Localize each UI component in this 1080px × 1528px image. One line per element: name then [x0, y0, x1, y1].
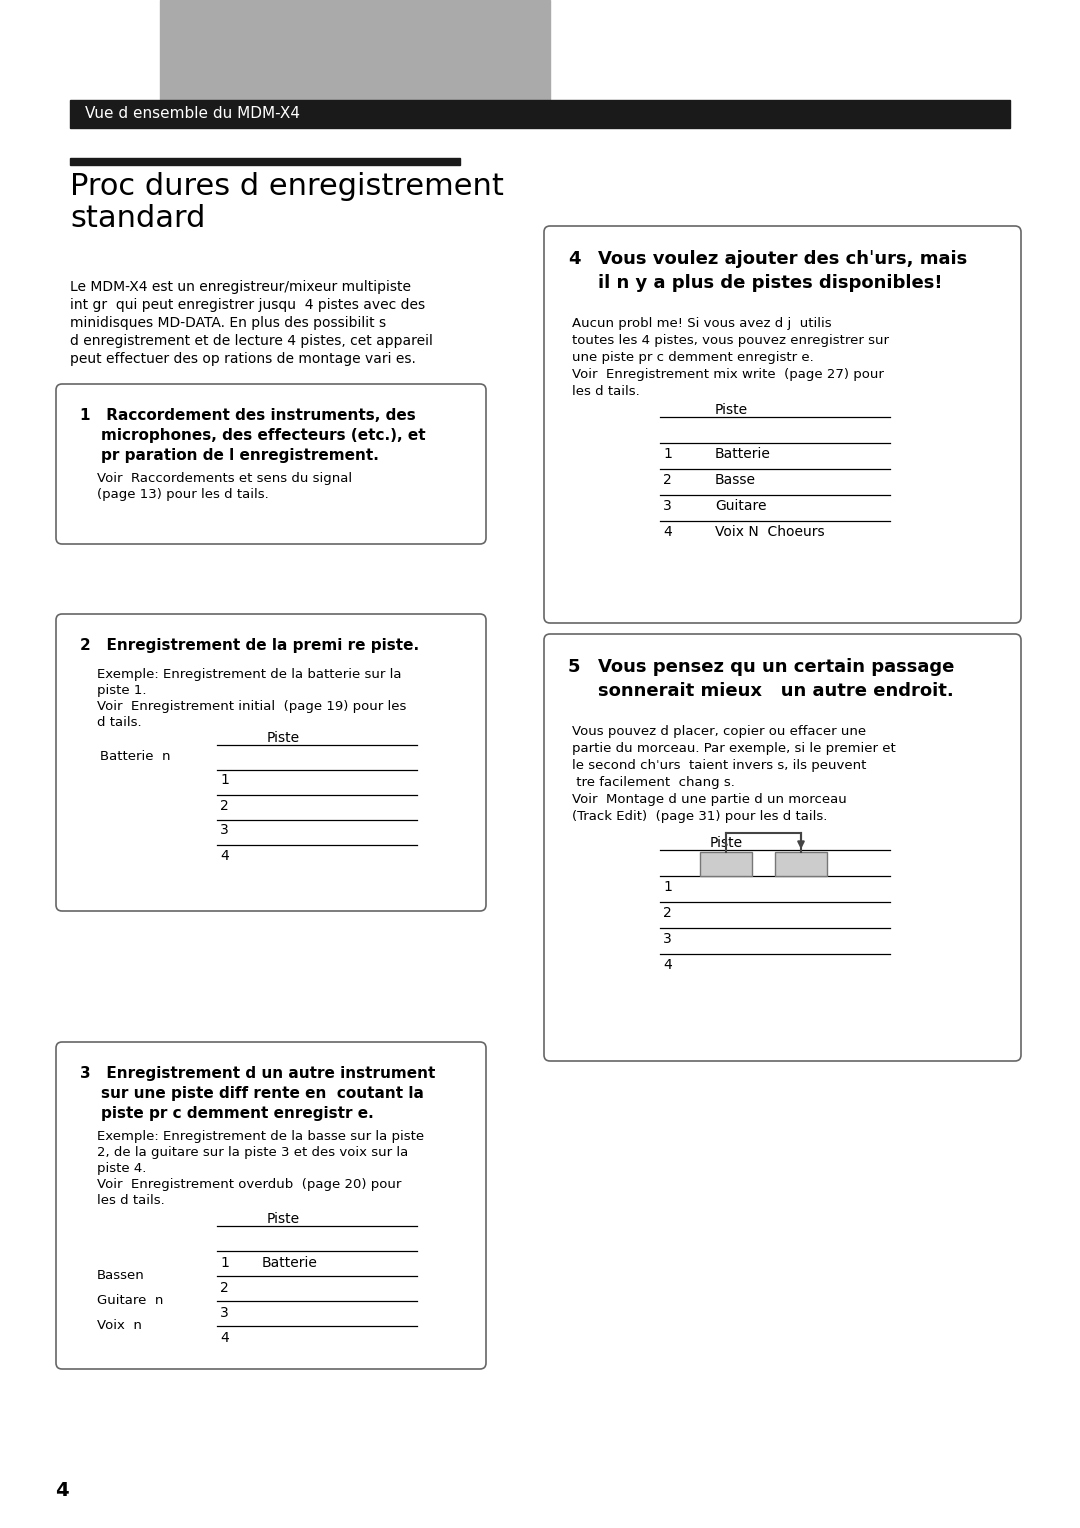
Text: les d tails.: les d tails. [97, 1193, 165, 1207]
Text: Guitare: Guitare [715, 500, 767, 513]
Text: Piste: Piste [267, 1212, 300, 1225]
Bar [775, 853, 827, 876]
Text: peut effectuer des op rations de montage vari es.: peut effectuer des op rations de montage… [70, 351, 416, 367]
Text: 1   Raccordement des instruments, des: 1 Raccordement des instruments, des [80, 408, 416, 423]
Text: tre facilement  chang s.: tre facilement chang s. [572, 776, 734, 788]
Text: 2: 2 [220, 1280, 229, 1296]
Text: 2   Enregistrement de la premi re piste.: 2 Enregistrement de la premi re piste. [80, 639, 419, 652]
Text: 3: 3 [663, 500, 672, 513]
Text: Voir  Enregistrement mix write  (page 27) pour: Voir Enregistrement mix write (page 27) … [572, 368, 883, 380]
Text: Batterie: Batterie [262, 1256, 318, 1270]
Bar [700, 853, 752, 876]
Text: le second chˈurs  taient invers s, ils peuvent: le second chˈurs taient invers s, ils pe… [572, 759, 866, 772]
Bar [70, 99, 1010, 128]
Text: Batterie  n: Batterie n [100, 750, 171, 764]
Text: piste pr c demment enregistr e.: piste pr c demment enregistr e. [80, 1106, 374, 1122]
Text: minidisques MD-DATA. En plus des possibilit s: minidisques MD-DATA. En plus des possibi… [70, 316, 387, 330]
Text: 2: 2 [663, 906, 672, 920]
Text: Voix  n: Voix n [97, 1319, 141, 1332]
Text: 2: 2 [220, 799, 229, 813]
FancyBboxPatch shape [544, 634, 1021, 1060]
Text: Basse: Basse [715, 474, 756, 487]
Text: 1: 1 [220, 773, 229, 787]
Text: Voix N  Choeurs: Voix N Choeurs [715, 526, 825, 539]
Text: 1: 1 [663, 880, 672, 894]
Text: (Track Edit)  (page 31) pour les d tails.: (Track Edit) (page 31) pour les d tails. [572, 810, 827, 824]
Text: 2, de la guitare sur la piste 3 et des voix sur la: 2, de la guitare sur la piste 3 et des v… [97, 1146, 408, 1160]
Text: Voir  Raccordements et sens du signal: Voir Raccordements et sens du signal [97, 472, 352, 484]
Bar [160, 0, 550, 99]
Text: Vous pensez qu un certain passage: Vous pensez qu un certain passage [598, 659, 955, 675]
Text: Voir  Enregistrement initial  (page 19) pour les: Voir Enregistrement initial (page 19) po… [97, 700, 406, 714]
Text: sonnerait mieux   un autre endroit.: sonnerait mieux un autre endroit. [598, 681, 954, 700]
Text: (page 13) pour les d tails.: (page 13) pour les d tails. [97, 487, 269, 501]
Text: 3: 3 [663, 932, 672, 946]
Text: 5: 5 [568, 659, 581, 675]
Text: 3: 3 [220, 1306, 229, 1320]
Text: Exemple: Enregistrement de la basse sur la piste: Exemple: Enregistrement de la basse sur … [97, 1131, 424, 1143]
Text: microphones, des effecteurs (etc.), et: microphones, des effecteurs (etc.), et [80, 428, 426, 443]
Text: piste 4.: piste 4. [97, 1161, 147, 1175]
Text: 3: 3 [220, 824, 229, 837]
Text: Guitare  n: Guitare n [97, 1294, 163, 1306]
Text: 2: 2 [663, 474, 672, 487]
Text: une piste pr c demment enregistr e.: une piste pr c demment enregistr e. [572, 351, 813, 364]
Text: 1: 1 [663, 448, 672, 461]
Text: 4: 4 [220, 1331, 229, 1345]
Text: d enregistrement et de lecture 4 pistes, cet appareil: d enregistrement et de lecture 4 pistes,… [70, 335, 433, 348]
Text: piste 1.: piste 1. [97, 685, 147, 697]
FancyBboxPatch shape [56, 614, 486, 911]
Text: Aucun probl me! Si vous avez d j  utilis: Aucun probl me! Si vous avez d j utilis [572, 316, 832, 330]
Text: d tails.: d tails. [97, 717, 141, 729]
Text: 4: 4 [55, 1481, 69, 1499]
Text: Proc dures d enregistrement: Proc dures d enregistrement [70, 173, 504, 202]
Text: 4: 4 [663, 526, 672, 539]
Text: 4: 4 [568, 251, 581, 267]
Text: il n y a plus de pistes disponibles!: il n y a plus de pistes disponibles! [598, 274, 943, 292]
Text: Batterie: Batterie [715, 448, 771, 461]
Text: Vous voulez ajouter des chˈurs, mais: Vous voulez ajouter des chˈurs, mais [598, 251, 968, 267]
Text: Bassen: Bassen [97, 1268, 145, 1282]
Text: 3   Enregistrement d un autre instrument: 3 Enregistrement d un autre instrument [80, 1067, 435, 1080]
Text: 4: 4 [663, 958, 672, 972]
Text: int gr  qui peut enregistrer jusqu  4 pistes avec des: int gr qui peut enregistrer jusqu 4 pist… [70, 298, 426, 312]
Text: standard: standard [70, 205, 205, 232]
Text: Voir  Montage d une partie d un morceau: Voir Montage d une partie d un morceau [572, 793, 847, 805]
Text: sur une piste diff rente en  coutant la: sur une piste diff rente en coutant la [80, 1086, 423, 1102]
Text: Vue d ensemble du MDM-X4: Vue d ensemble du MDM-X4 [85, 107, 300, 122]
Text: Le MDM-X4 est un enregistreur/mixeur multipiste: Le MDM-X4 est un enregistreur/mixeur mul… [70, 280, 411, 293]
Text: toutes les 4 pistes, vous pouvez enregistrer sur: toutes les 4 pistes, vous pouvez enregis… [572, 335, 889, 347]
FancyBboxPatch shape [56, 1042, 486, 1369]
Text: 1: 1 [220, 1256, 229, 1270]
Text: Vous pouvez d placer, copier ou effacer une: Vous pouvez d placer, copier ou effacer … [572, 724, 866, 738]
Text: partie du morceau. Par exemple, si le premier et: partie du morceau. Par exemple, si le pr… [572, 743, 895, 755]
Bar [70, 157, 460, 165]
Text: Exemple: Enregistrement de la batterie sur la: Exemple: Enregistrement de la batterie s… [97, 668, 402, 681]
Text: Voir  Enregistrement overdub  (page 20) pour: Voir Enregistrement overdub (page 20) po… [97, 1178, 402, 1190]
Text: Piste: Piste [267, 730, 300, 746]
Text: Piste: Piste [715, 403, 748, 417]
Text: pr paration de l enregistrement.: pr paration de l enregistrement. [80, 448, 379, 463]
Text: 4: 4 [220, 848, 229, 862]
Text: Piste: Piste [710, 836, 743, 850]
Text: les d tails.: les d tails. [572, 385, 639, 397]
FancyBboxPatch shape [544, 226, 1021, 623]
FancyBboxPatch shape [56, 384, 486, 544]
